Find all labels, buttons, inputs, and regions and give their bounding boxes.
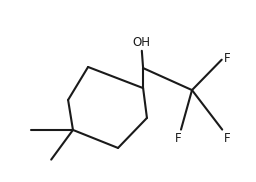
Text: F: F bbox=[224, 132, 231, 145]
Text: F: F bbox=[175, 132, 181, 145]
Text: OH: OH bbox=[133, 36, 151, 49]
Text: F: F bbox=[224, 52, 230, 65]
